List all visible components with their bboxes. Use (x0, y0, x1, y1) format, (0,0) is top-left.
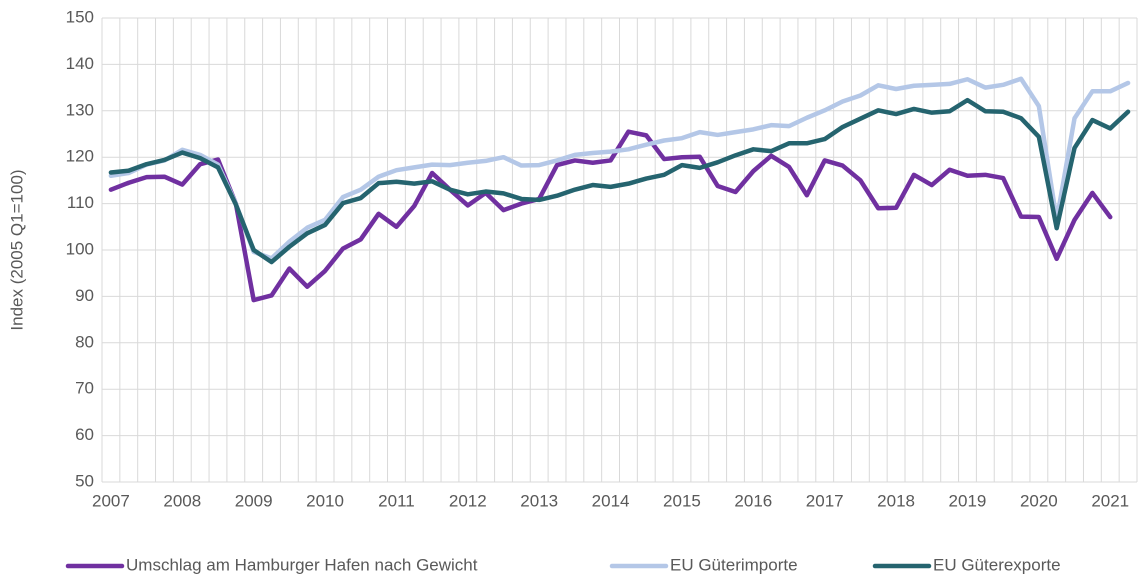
y-tick-label: 70 (75, 379, 94, 398)
x-tick-label: 2008 (163, 491, 201, 510)
y-tick-label: 150 (66, 7, 94, 26)
series-line (108, 129, 1113, 303)
series-line (108, 76, 1131, 261)
x-tick-label: 2020 (1020, 491, 1058, 510)
y-tick-label: 60 (75, 425, 94, 444)
y-tick-label: 140 (66, 54, 94, 73)
x-tick-label: 2017 (806, 491, 844, 510)
series-line (108, 97, 1131, 265)
x-tick-label: 2014 (592, 491, 630, 510)
y-tick-label: 100 (66, 239, 94, 258)
legend-label: Umschlag am Hamburger Hafen nach Gewicht (126, 555, 478, 574)
x-tick-label: 2021 (1091, 491, 1129, 510)
legend-label: EU Güterimporte (670, 555, 798, 574)
x-tick-label: 2013 (520, 491, 558, 510)
legend-label: EU Güterexporte (933, 555, 1061, 574)
y-axis-label: Index (2005 Q1=100) (7, 169, 26, 330)
y-tick-label: 50 (75, 471, 94, 490)
y-tick-label: 110 (67, 193, 94, 212)
x-tick-label: 2016 (734, 491, 772, 510)
x-tick-label: 2015 (663, 491, 701, 510)
x-tick-label: 2018 (877, 491, 915, 510)
x-tick-label: 2012 (449, 491, 487, 510)
y-tick-label: 80 (75, 332, 94, 351)
x-tick-label: 2019 (949, 491, 987, 510)
x-tick-label: 2009 (235, 491, 273, 510)
y-tick-label: 120 (66, 147, 94, 166)
x-tick-label: 2010 (306, 491, 344, 510)
x-tick-label: 2011 (378, 491, 415, 510)
y-tick-label: 90 (75, 286, 94, 305)
y-tick-label: 130 (66, 100, 94, 119)
x-tick-label: 2007 (92, 491, 130, 510)
